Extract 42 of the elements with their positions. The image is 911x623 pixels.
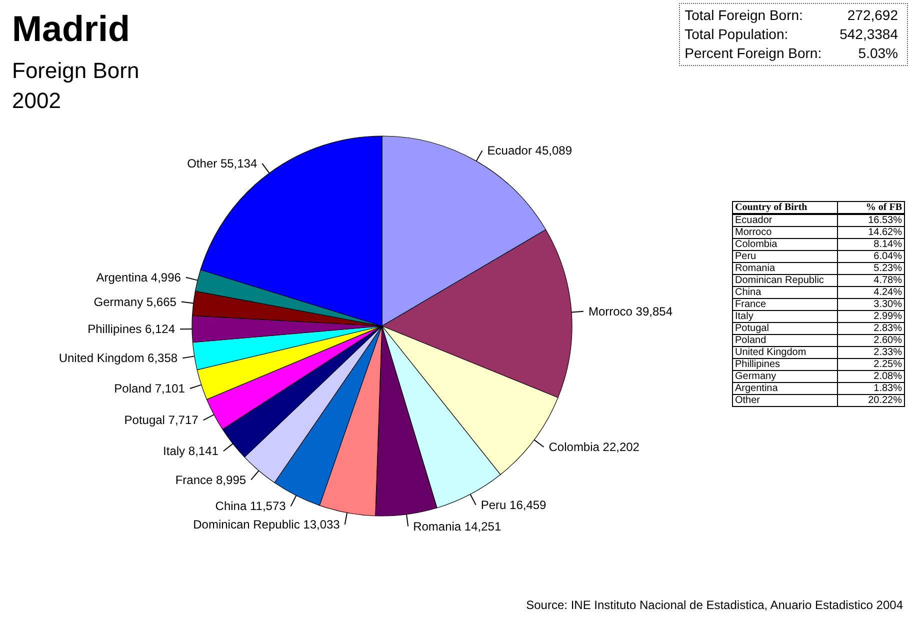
slice-label: United Kingdom xyxy=(58,351,144,366)
chart-title: Madrid xyxy=(12,8,130,50)
text: 272,692 xyxy=(846,6,899,25)
source-note: Source: INE Instituto Nacional de Estadistica, Anuario Estadistico 2004 xyxy=(526,598,903,612)
data-label: 11,573 xyxy=(250,499,286,514)
data-label: 39,854 xyxy=(636,304,673,318)
slice-label: Colombia xyxy=(548,440,600,454)
data-label: 7,717 xyxy=(168,413,199,428)
data-label: 45,089 xyxy=(535,144,572,158)
data-label: 7,101 xyxy=(154,382,186,396)
text: Percent Foreign Born: xyxy=(684,44,823,63)
text: Total Foreign Born: xyxy=(684,6,804,25)
slice-label: Ecuador xyxy=(487,144,532,158)
slice-label: China xyxy=(215,499,247,514)
data-label: 22,202 xyxy=(602,440,640,454)
slice-label: Poland xyxy=(114,382,152,396)
data-label: 8,141 xyxy=(188,444,219,458)
slice-label: Germany xyxy=(94,294,144,309)
data-label: 4,996 xyxy=(150,270,182,284)
slice-label: Italy xyxy=(163,444,186,458)
slice-label: Other xyxy=(187,156,218,170)
slice-label: Phillipines xyxy=(88,322,142,336)
text: 542,3384 xyxy=(838,25,899,44)
slice-label: Dominican Republic xyxy=(193,518,300,532)
slice-label: Potugal xyxy=(124,413,165,428)
data-label: 8,995 xyxy=(216,472,246,487)
percentage-table: Country of Birth % of FB Ecuador 16.53% Morroco 14.62% Colombia 8.14% Peru 6.04% Romania 5.23% Dominican Republic 4.78% China 4.24% France 3.30% Italy 2.99% Potugal 2.83% Poland 2.60% United Kingdom 2.33% Phillipines 2.25% Germany 2.08% Argentina 1.83% Other 20.22% xyxy=(732,201,905,407)
data-label: 5,665 xyxy=(146,294,177,309)
text: Total Population: xyxy=(684,25,790,44)
data-label: 16,459 xyxy=(510,498,547,512)
slice-label: Argentina xyxy=(96,270,148,284)
text: 5.03% xyxy=(857,44,899,63)
data-label: 6,124 xyxy=(144,322,176,336)
data-label: 55,134 xyxy=(220,156,258,170)
slice-label: Peru xyxy=(480,498,506,512)
slice-label: Romania xyxy=(413,519,462,534)
data-label: 13,033 xyxy=(303,518,340,532)
slice-label: Morroco xyxy=(588,304,633,318)
slice-label: France xyxy=(175,472,213,487)
chart-subtitle: Foreign Born 2002 xyxy=(12,57,140,115)
data-label: 14,251 xyxy=(464,519,502,534)
data-label: 6,358 xyxy=(148,351,178,366)
